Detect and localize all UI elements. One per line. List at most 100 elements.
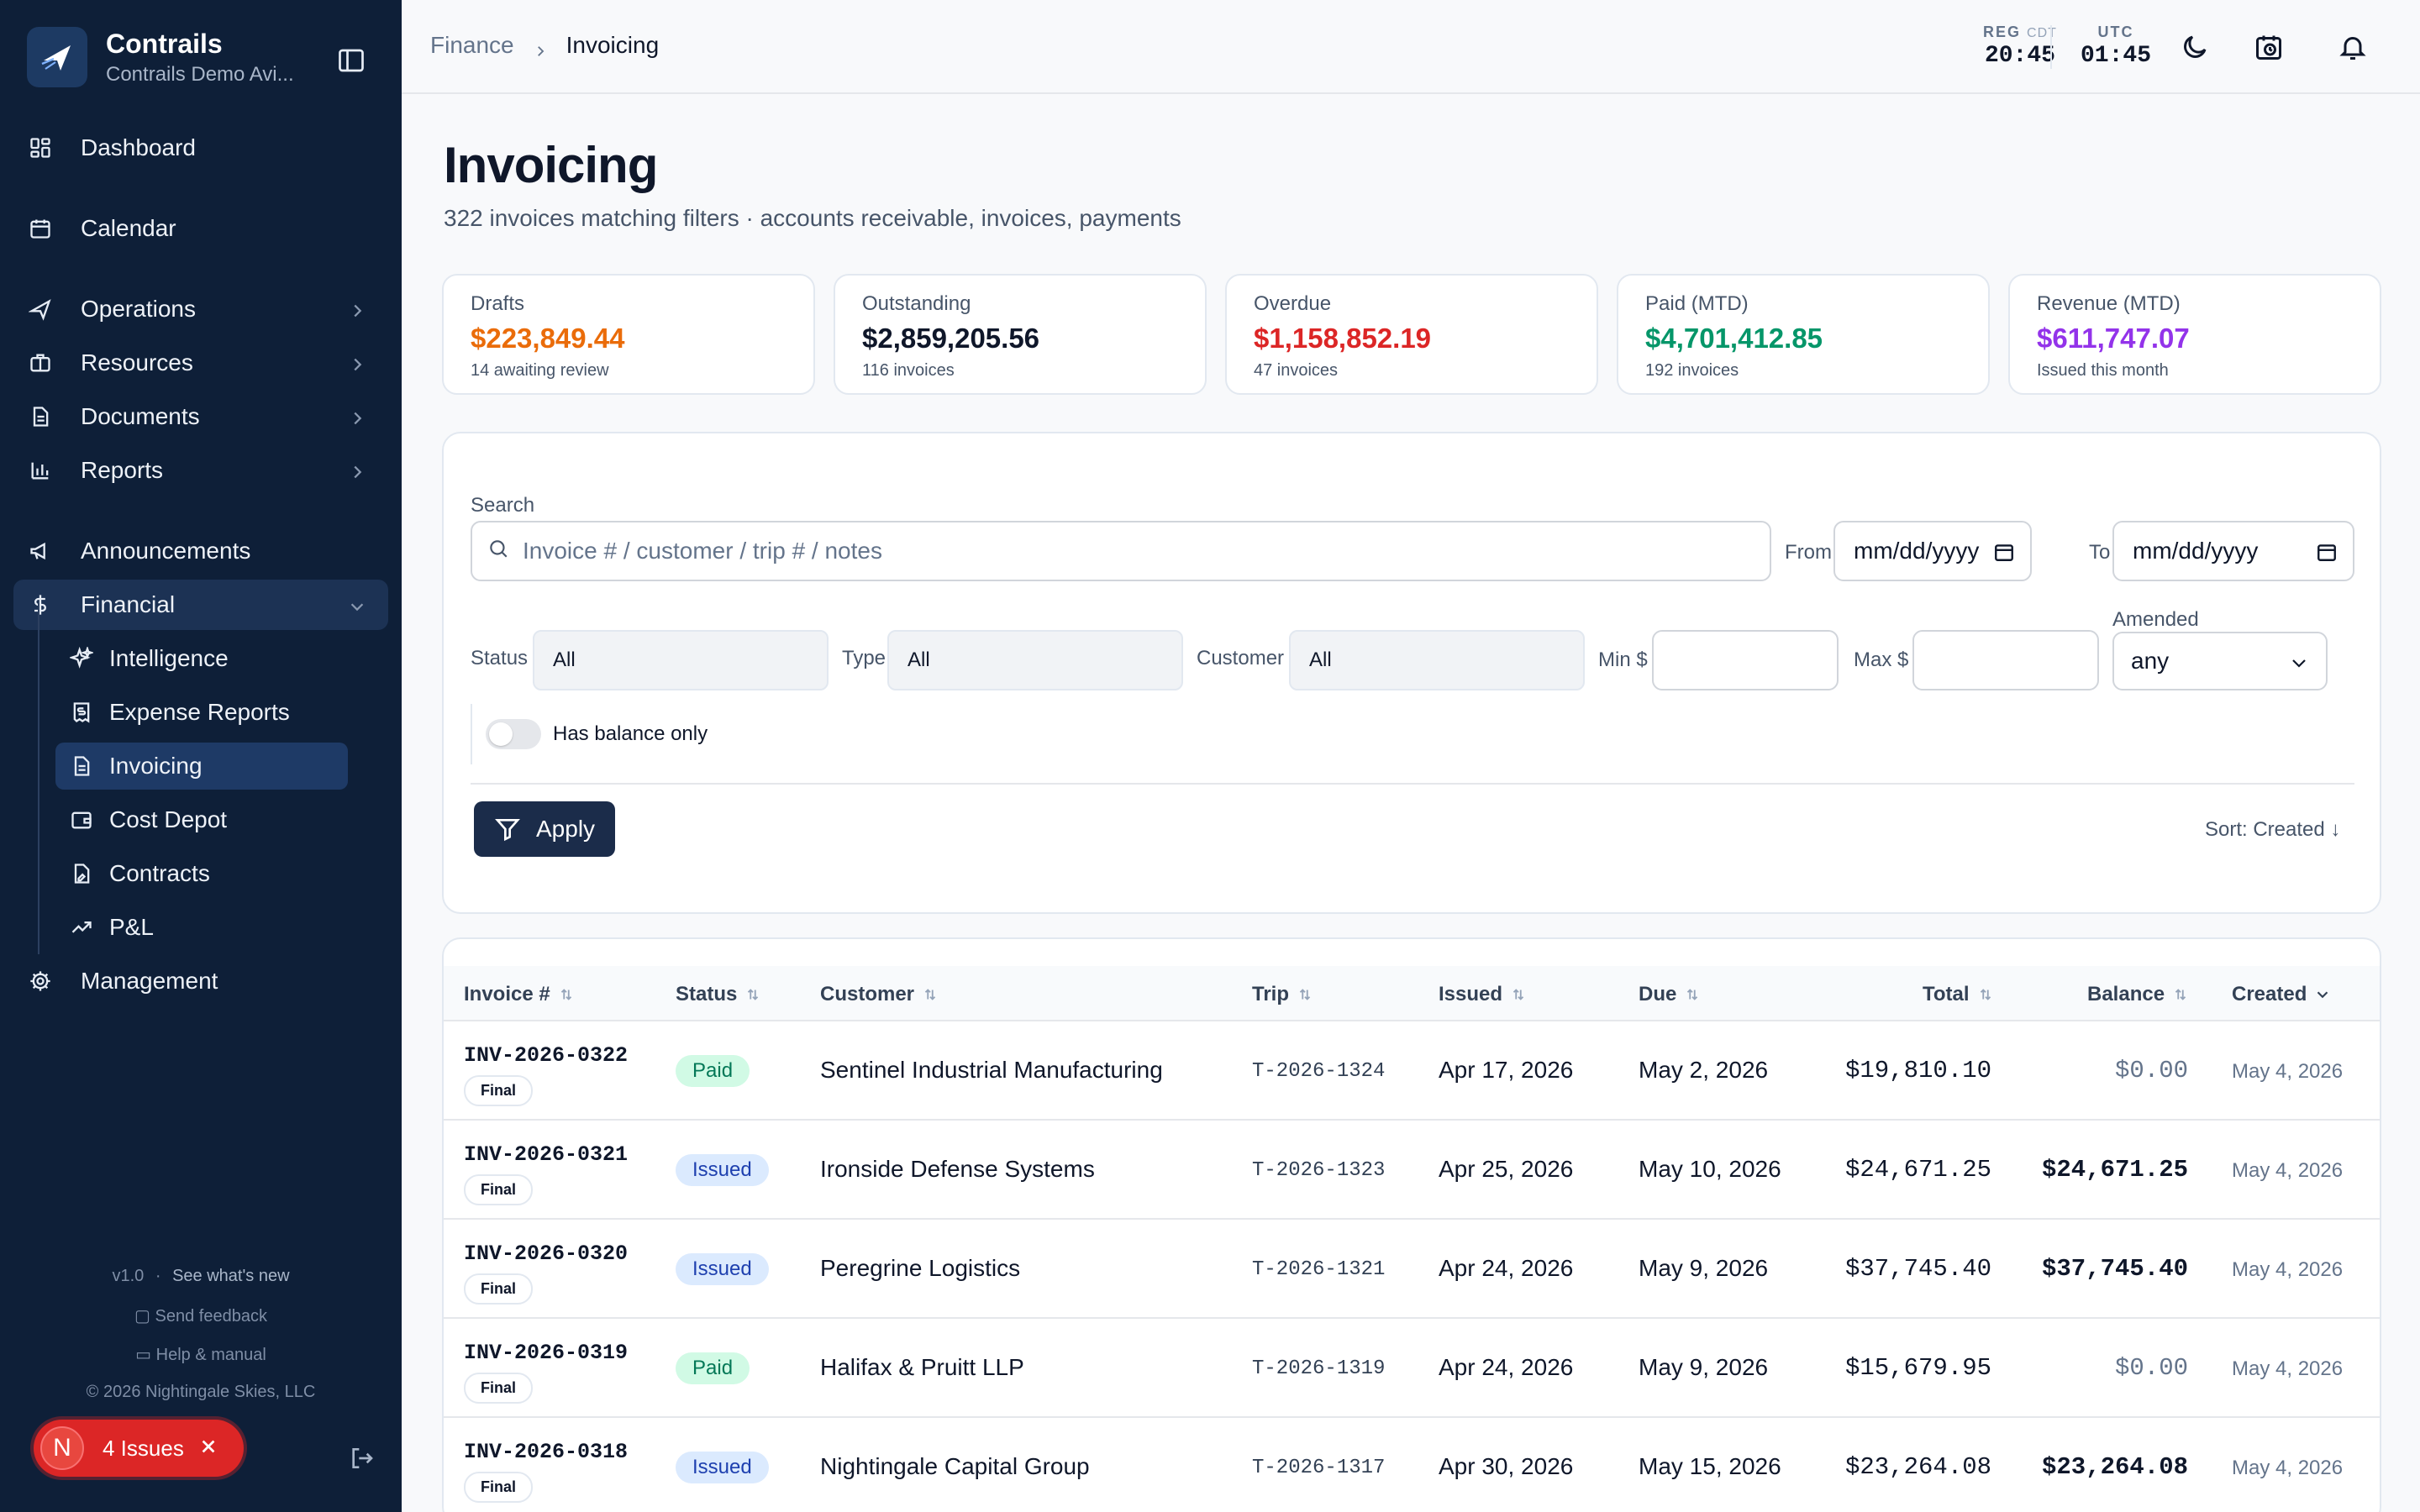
invoice-number[interactable]: INV-2026-0318 [464, 1440, 629, 1464]
sidebar-item-label: Intelligence [109, 645, 229, 671]
gear-icon [27, 968, 54, 995]
calendar-clock-icon[interactable] [2254, 32, 2284, 62]
stat-card-drafts[interactable]: Drafts $223,849.44 14 awaiting review [442, 274, 815, 395]
invoice-number[interactable]: INV-2026-0321 [464, 1142, 629, 1167]
max-amount-input[interactable] [1912, 630, 2099, 690]
feedback-link[interactable]: ▢ Send feedback [0, 1305, 402, 1326]
sidebar-item-documents[interactable]: Documents [13, 391, 388, 442]
customer-name[interactable]: Halifax & Pruitt LLP [820, 1354, 1024, 1380]
sidebar-item-reports[interactable]: Reports [13, 445, 388, 496]
trip-number[interactable]: T-2026-1321 [1252, 1258, 1386, 1281]
table-row[interactable]: INV-2026-0321 Final Issued Ironside Defe… [444, 1121, 2380, 1220]
logout-icon[interactable] [348, 1445, 375, 1472]
sidebar-item-announcements[interactable]: Announcements [13, 526, 388, 576]
sort-icon [1299, 989, 1311, 1000]
sidebar-item-intelligence[interactable]: Intelligence [55, 635, 348, 682]
moon-icon[interactable] [2180, 32, 2210, 62]
status-select[interactable]: All [533, 630, 829, 690]
min-amount-input[interactable] [1652, 630, 1839, 690]
breadcrumb-finance[interactable]: Finance [430, 32, 514, 58]
customer-name[interactable]: Sentinel Industrial Manufacturing [820, 1057, 1163, 1083]
sort-icon [924, 989, 936, 1000]
help-link[interactable]: ▭ Help & manual [0, 1344, 402, 1365]
bell-icon[interactable] [2338, 32, 2368, 62]
th-created[interactable]: Created [2232, 983, 2332, 1006]
search-input[interactable]: Invoice # / customer / trip # / notes [471, 521, 1771, 581]
calendar-icon[interactable] [1993, 541, 2015, 569]
sidebar-item-financial[interactable]: Financial [13, 580, 388, 630]
sidebar-item-expense-reports[interactable]: Expense Reports [55, 689, 348, 736]
th-invoice[interactable]: Invoice # [464, 983, 576, 1006]
brand-name: Contrails [106, 28, 223, 59]
sort-control[interactable]: Sort: Created ↓ [2205, 818, 2341, 841]
stat-card-revenue[interactable]: Revenue (MTD) $611,747.07 Issued this mo… [2008, 274, 2381, 395]
stat-card-outstanding[interactable]: Outstanding $2,859,205.56 116 invoices [834, 274, 1207, 395]
customer-select[interactable]: All [1289, 630, 1585, 690]
th-due[interactable]: Due [1639, 983, 1702, 1006]
trip-number[interactable]: T-2026-1323 [1252, 1159, 1386, 1182]
customer-name[interactable]: Peregrine Logistics [820, 1255, 1021, 1281]
table-row[interactable]: INV-2026-0322 Final Paid Sentinel Indust… [444, 1021, 2380, 1121]
th-customer[interactable]: Customer [820, 983, 939, 1006]
utc-time: 01:45 [2081, 43, 2152, 69]
trip-number[interactable]: T-2026-1324 [1252, 1060, 1386, 1083]
sidebar-item-dashboard[interactable]: Dashboard [13, 123, 388, 173]
dollar-icon [27, 591, 54, 618]
search-placeholder: Invoice # / customer / trip # / notes [523, 538, 882, 564]
stat-note: 14 awaiting review [471, 361, 609, 380]
issues-button[interactable]: N 4 Issues [34, 1420, 244, 1477]
has-balance-toggle[interactable] [486, 719, 541, 749]
chevron-right-icon [348, 299, 366, 318]
from-date-input[interactable]: mm/dd/yyyy [1833, 521, 2032, 581]
page-subtitle: 322 invoices matching filters · accounts… [444, 205, 1181, 231]
trip-number[interactable]: T-2026-1319 [1252, 1357, 1386, 1380]
th-issued[interactable]: Issued [1439, 983, 1528, 1006]
whats-new-link[interactable]: See what's new [172, 1267, 290, 1285]
close-icon[interactable] [199, 1436, 218, 1462]
customer-name[interactable]: Ironside Defense Systems [820, 1156, 1095, 1182]
sidebar-item-resources[interactable]: Resources [13, 338, 388, 388]
sidebar-item-calendar[interactable]: Calendar [13, 203, 388, 254]
sidebar-item-label: Documents [81, 403, 200, 429]
th-total[interactable]: Total [1923, 983, 1995, 1006]
sidebar-item-operations[interactable]: Operations [13, 284, 388, 334]
sidebar-item-contracts[interactable]: Contracts [55, 850, 348, 897]
invoice-number[interactable]: INV-2026-0320 [464, 1242, 629, 1266]
sidebar-item-pnl[interactable]: P&L [55, 904, 348, 951]
trending-up-icon [69, 915, 94, 940]
th-balance[interactable]: Balance [2087, 983, 2190, 1006]
reg-label: REG [1983, 24, 2022, 40]
table-row[interactable]: INV-2026-0318 Final Issued Nightingale C… [444, 1418, 2380, 1512]
type-select[interactable]: All [887, 630, 1183, 690]
stat-note: 47 invoices [1254, 361, 1339, 380]
version-label: v1.0 [112, 1267, 145, 1285]
stat-card-overdue[interactable]: Overdue $1,158,852.19 47 invoices [1225, 274, 1598, 395]
sort-icon [2175, 989, 2186, 1000]
reg-timezone: CDT [2027, 26, 2057, 40]
amended-label: Amended [2112, 608, 2199, 631]
table-row[interactable]: INV-2026-0319 Final Paid Halifax & Pruit… [444, 1319, 2380, 1418]
to-date-value: mm/dd/yyyy [2133, 538, 2259, 564]
customer-name[interactable]: Nightingale Capital Group [820, 1453, 1090, 1479]
sidebar-item-management[interactable]: Management [13, 956, 388, 1006]
stat-value: $1,158,852.19 [1254, 323, 1432, 354]
stat-card-paid[interactable]: Paid (MTD) $4,701,412.85 192 invoices [1617, 274, 1990, 395]
stat-note: Issued this month [2037, 361, 2169, 380]
amended-select[interactable]: any [2112, 632, 2328, 690]
invoice-number[interactable]: INV-2026-0322 [464, 1043, 629, 1068]
sidebar-item-label: P&L [109, 914, 154, 940]
to-date-input[interactable]: mm/dd/yyyy [2112, 521, 2354, 581]
trip-number[interactable]: T-2026-1317 [1252, 1457, 1386, 1479]
apply-button[interactable]: Apply [474, 801, 615, 857]
due-date: May 2, 2026 [1639, 1057, 1769, 1083]
sidebar: Contrails Contrails Demo Avi... Dashboar… [0, 0, 402, 1512]
th-trip[interactable]: Trip [1252, 983, 1314, 1006]
calendar-icon[interactable] [2316, 541, 2338, 569]
brand[interactable]: Contrails Contrails Demo Avi... [27, 27, 294, 87]
sidebar-item-invoicing[interactable]: Invoicing [55, 743, 348, 790]
table-row[interactable]: INV-2026-0320 Final Issued Peregrine Log… [444, 1220, 2380, 1319]
sidebar-toggle-icon[interactable] [336, 45, 366, 76]
th-status[interactable]: Status [676, 983, 762, 1006]
sidebar-item-cost-depot[interactable]: Cost Depot [55, 796, 348, 843]
invoice-number[interactable]: INV-2026-0319 [464, 1341, 629, 1365]
